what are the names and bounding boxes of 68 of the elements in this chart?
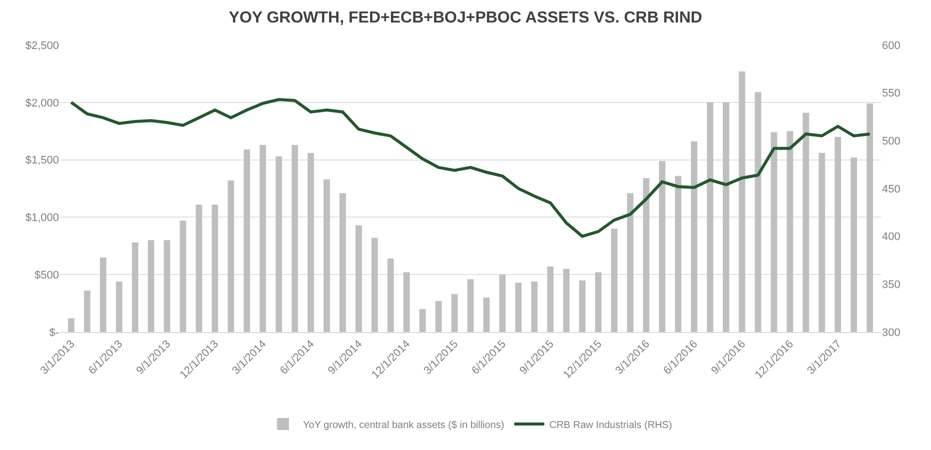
bar: [786, 131, 794, 332]
line-series: [70, 98, 872, 238]
bar: [340, 193, 346, 332]
bar: [818, 152, 826, 332]
bar: [68, 318, 74, 332]
bar: [627, 193, 634, 332]
bar: [595, 272, 602, 332]
bar: [196, 204, 202, 332]
bar: [276, 156, 282, 332]
bar: [148, 240, 154, 332]
bar: [451, 294, 458, 332]
bar: [770, 132, 778, 332]
bar: [802, 112, 810, 332]
bar: [292, 144, 298, 332]
y2-tick-label: 550: [882, 88, 900, 100]
bar: [371, 238, 378, 332]
bar: [324, 179, 330, 332]
y2-tick-label: 300: [882, 326, 900, 339]
bar: [547, 266, 554, 332]
bar: [244, 149, 250, 332]
bar: [419, 309, 426, 332]
bar: [658, 160, 666, 332]
bar: [643, 178, 650, 332]
bar: [84, 290, 90, 332]
bar: [850, 158, 858, 332]
bar: [483, 298, 490, 332]
bar: [579, 280, 586, 332]
bar: [403, 272, 410, 332]
y-tick-label: $2,500: [25, 40, 59, 52]
bar: [674, 176, 682, 332]
bar: [164, 240, 170, 332]
bar: [834, 136, 842, 332]
y2-tick-label: 450: [882, 183, 900, 196]
y-tick-label: $1,000: [25, 212, 59, 224]
legend-label: CRB Raw Industrials (RHS): [549, 420, 672, 431]
y2-tick-label: 500: [882, 136, 900, 148]
bar: [531, 281, 538, 332]
y2-tick-label: 600: [882, 40, 900, 52]
bar: [515, 282, 522, 332]
bar: [611, 228, 618, 332]
bar: [738, 71, 746, 332]
bar: [499, 274, 506, 332]
bar: [180, 220, 186, 332]
bar: [356, 225, 362, 332]
bar: [563, 268, 570, 332]
bar: [866, 104, 874, 332]
chart-title: YOY GROWTH, FED+ECB+BOJ+PBOC ASSETS VS. CRB RIND: [228, 9, 702, 26]
bar: [308, 152, 314, 332]
bar: [212, 204, 218, 332]
legend-label: YoY growth, central bank assets ($ in billions): [303, 420, 504, 431]
bar: [706, 102, 714, 332]
y2-tick-label: 350: [882, 279, 900, 292]
bar: [132, 242, 138, 332]
y-tick-label: $2,000: [25, 97, 59, 110]
bar: [116, 281, 122, 332]
bar: [228, 180, 234, 332]
y2-tick-label: 400: [882, 231, 900, 244]
bar: [690, 141, 698, 332]
y-tick-label: $500: [34, 269, 59, 282]
bar: [100, 257, 106, 332]
bar: [722, 102, 730, 332]
bar: [387, 258, 394, 332]
bar: [260, 144, 266, 332]
bar: [754, 92, 762, 332]
y-tick-label: $1,500: [25, 154, 59, 167]
bar: [435, 301, 442, 332]
y-tick-label: $-: [49, 326, 60, 339]
bar: [467, 279, 474, 332]
